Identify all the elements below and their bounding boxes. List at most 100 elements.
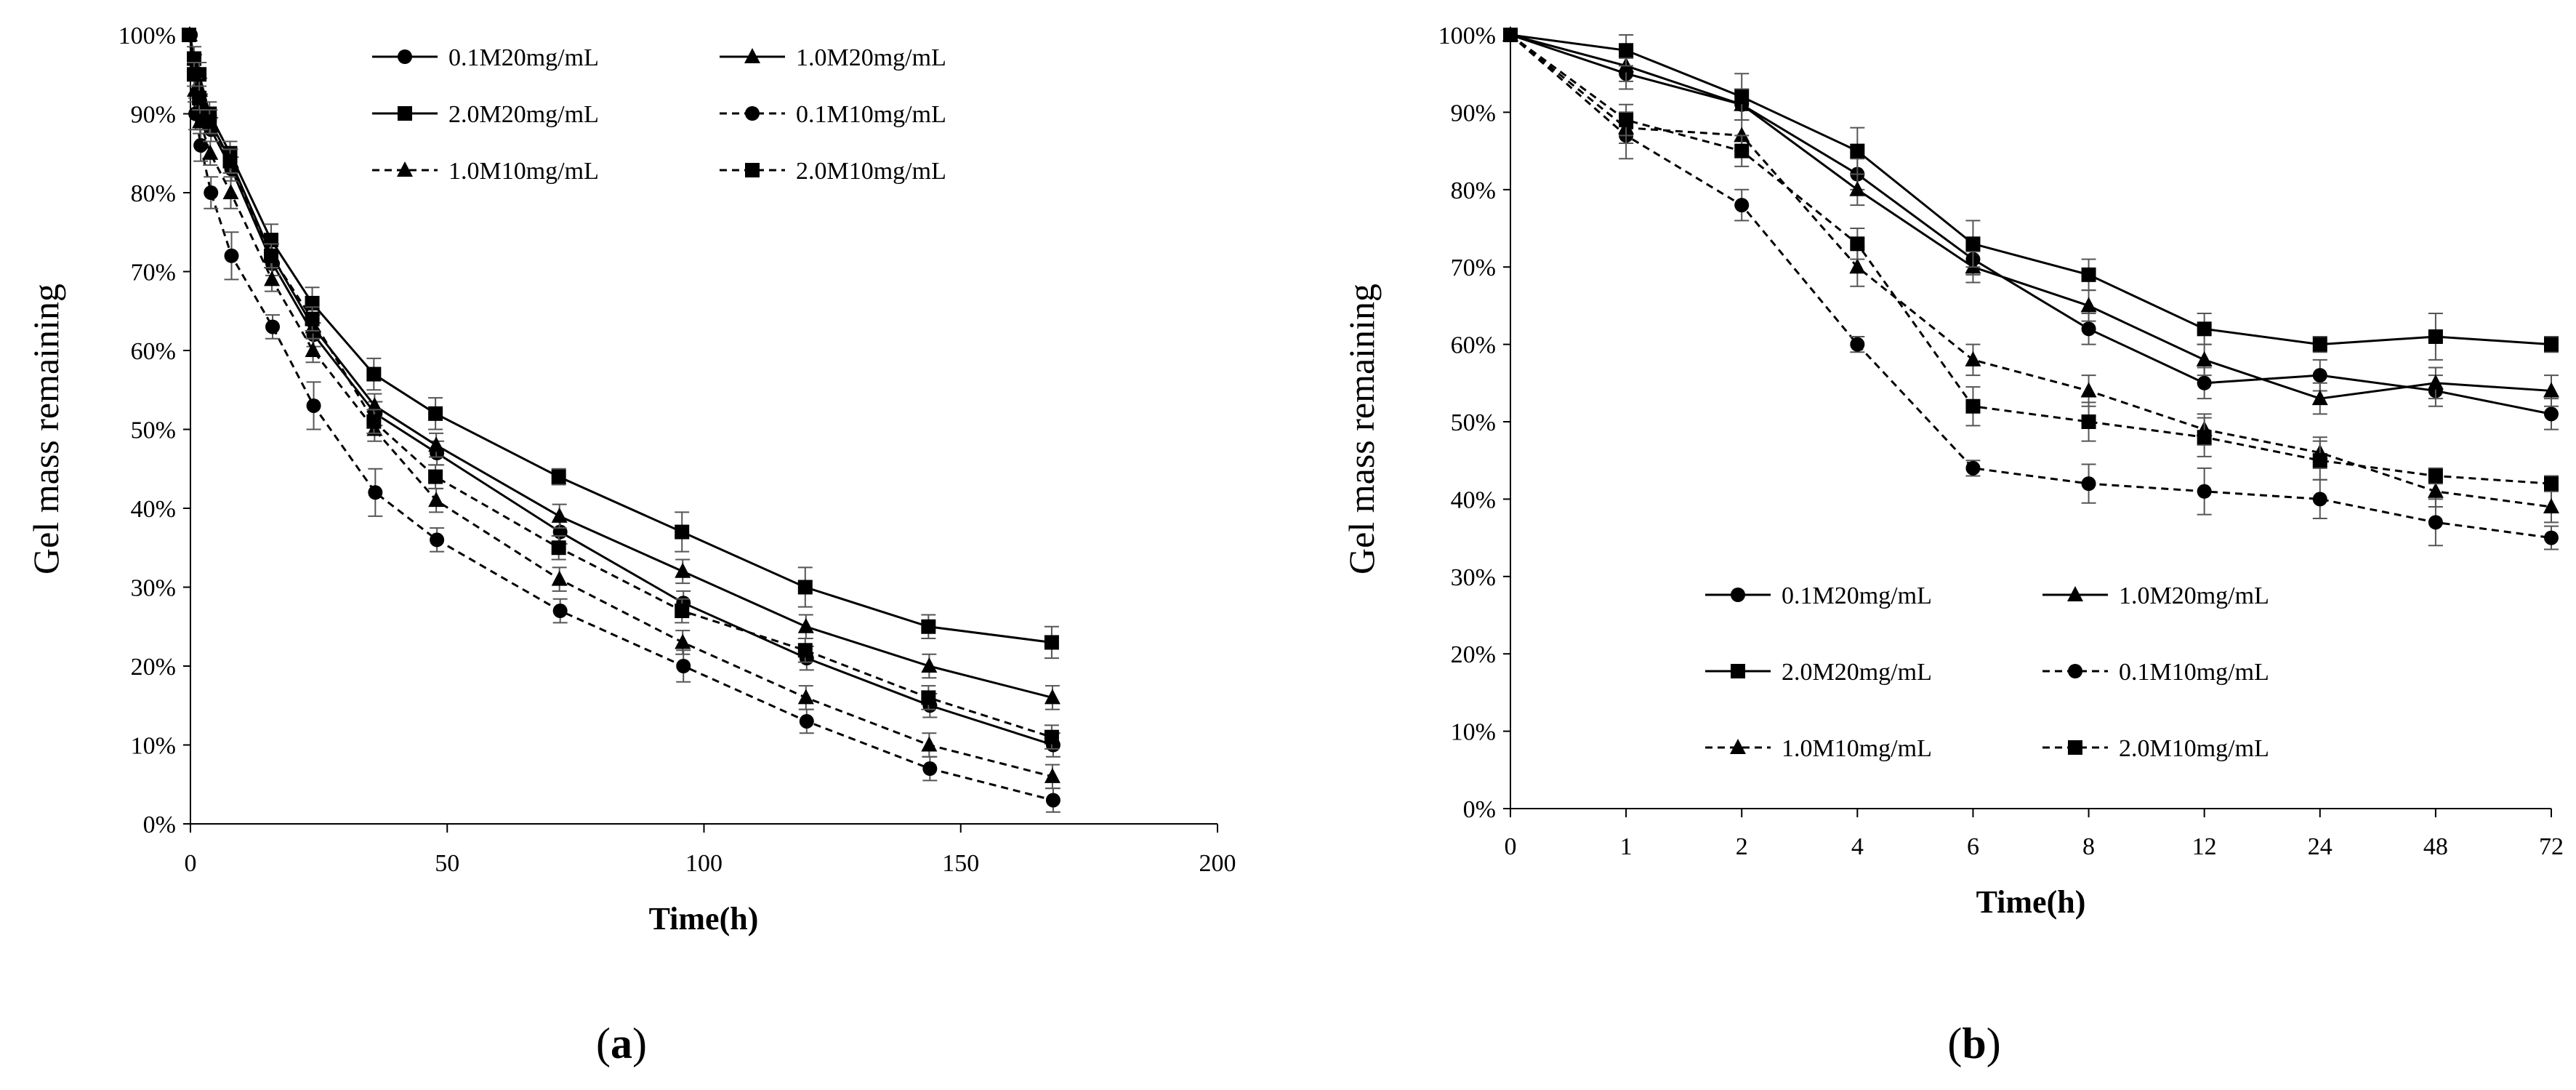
data-point [202, 114, 217, 129]
data-point [2312, 492, 2327, 507]
y-tick-label: 20% [131, 654, 176, 681]
data-point [2312, 453, 2327, 468]
y-tick-label: 80% [131, 180, 176, 207]
legend-label: 1.0M20mg/mL [796, 44, 946, 71]
legend-marker [1731, 588, 1745, 602]
legend-label: 2.0M20mg/mL [1782, 659, 1932, 686]
series-1-0m10mg-ml [1502, 26, 2559, 524]
data-point [305, 342, 321, 357]
data-point [305, 311, 320, 326]
legend-label: 1.0M20mg/mL [2119, 582, 2269, 609]
x-tick-label: 4 [1851, 833, 1864, 860]
legend-label: 0.1M10mg/mL [796, 101, 946, 128]
legend: 0.1M20mg/mL 1.0M20mg/mL 2.0M20mg/mL 0.1M10m… [1705, 582, 2269, 762]
data-point [797, 580, 813, 595]
data-point [675, 562, 691, 578]
data-point [366, 414, 382, 429]
data-point [192, 90, 207, 105]
data-point [1965, 398, 1981, 414]
data-point [2544, 406, 2559, 422]
data-point [675, 604, 690, 619]
data-point [797, 643, 813, 658]
data-point [306, 398, 321, 413]
data-point [368, 485, 383, 500]
y-tick-label: 60% [131, 338, 176, 365]
y-tick-label: 0% [143, 812, 176, 838]
data-point [1849, 180, 1866, 196]
x-tick-label: 50 [435, 850, 459, 877]
data-point [921, 736, 938, 752]
data-point [2543, 498, 2559, 514]
data-point [1619, 113, 1634, 128]
data-point [2081, 321, 2096, 337]
y-tick-label: 90% [131, 102, 176, 129]
series-1-0m10mg-ml [182, 26, 1060, 790]
data-point [265, 319, 281, 334]
x-tick-label: 8 [2082, 833, 2095, 860]
data-point [1850, 143, 1865, 159]
data-point [922, 761, 938, 777]
data-point [2428, 468, 2443, 484]
data-point [552, 604, 568, 619]
y-axis-title: Gel mass remaining [1341, 284, 1382, 574]
data-point [797, 689, 814, 705]
data-point [1734, 198, 1750, 213]
legend-marker [397, 161, 413, 177]
data-point [2081, 267, 2096, 282]
y-tick-label: 100% [118, 23, 176, 49]
data-point [2544, 476, 2559, 492]
data-point [1850, 236, 1865, 252]
legend-label: 2.0M10mg/mL [2119, 735, 2269, 762]
data-point [2197, 484, 2212, 499]
data-point [1965, 350, 1981, 366]
y-tick-label: 70% [131, 260, 176, 286]
x-tick-label: 100 [685, 850, 723, 877]
x-tick-label: 72 [2539, 833, 2564, 860]
data-point [2081, 414, 2096, 429]
legend-marker [744, 48, 760, 63]
data-point [921, 690, 936, 705]
data-point [676, 659, 691, 673]
data-point [1619, 43, 1634, 58]
series-line [1510, 33, 2552, 346]
x-tick-label: 150 [942, 850, 979, 877]
data-point [366, 396, 383, 412]
y-tick-label: 20% [1451, 641, 1496, 668]
data-point [1734, 89, 1750, 105]
data-point [187, 67, 202, 82]
x-axis-title: Time(h) [649, 901, 759, 937]
data-point [428, 406, 443, 421]
legend-marker [398, 106, 412, 121]
data-point [675, 524, 690, 540]
data-point [264, 271, 281, 286]
data-point [2428, 515, 2443, 530]
x-tick-label: 2 [1736, 833, 1748, 860]
legend-marker [1730, 739, 1746, 754]
data-point [2544, 530, 2559, 545]
data-point [430, 532, 445, 548]
legend-label: 1.0M10mg/mL [448, 158, 599, 185]
data-point [797, 617, 814, 633]
x-tick-label: 12 [2192, 833, 2217, 860]
y-tick-label: 30% [131, 575, 176, 602]
data-point [551, 469, 566, 484]
series-line [1510, 33, 2552, 540]
data-point [2196, 350, 2213, 366]
data-point [551, 507, 568, 523]
data-point [224, 248, 239, 263]
x-tick-label: 200 [1199, 850, 1236, 877]
data-point [264, 248, 279, 263]
series-1-0m20mg-ml [182, 26, 1060, 710]
panel-caption: (b) [1947, 1019, 2000, 1067]
data-point [1044, 767, 1060, 783]
x-tick-label: 48 [2423, 833, 2448, 860]
legend-label: 1.0M10mg/mL [1782, 735, 1932, 762]
series-line [1510, 33, 2552, 400]
data-point [2197, 321, 2212, 337]
data-point [2428, 329, 2443, 344]
data-point [1044, 729, 1059, 745]
data-point [1045, 793, 1060, 808]
data-point [2544, 337, 2559, 352]
data-point [1849, 258, 1866, 274]
